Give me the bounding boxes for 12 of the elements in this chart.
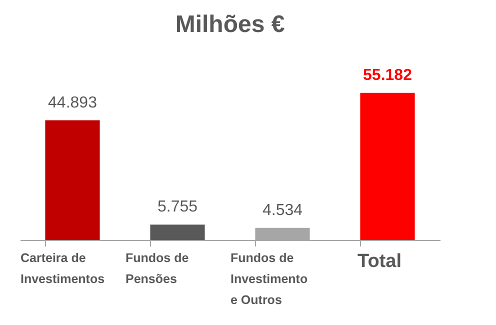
chart-title: Milhões € <box>175 10 285 38</box>
data-label: 4.534 <box>262 202 303 219</box>
x-tick-label: Fundos de Pensões <box>126 251 189 286</box>
x-tick-label: Total <box>358 251 402 272</box>
x-tick-label: Carteira de Investimentos <box>20 251 105 286</box>
bar <box>45 120 100 240</box>
data-label: 5.755 <box>157 198 198 216</box>
bar <box>360 92 415 240</box>
bar <box>150 224 205 240</box>
x-tick-label: Fundos de Investimento e Outros <box>230 251 308 307</box>
data-label: 55.182 <box>363 66 412 84</box>
data-label: 44.893 <box>48 94 98 112</box>
